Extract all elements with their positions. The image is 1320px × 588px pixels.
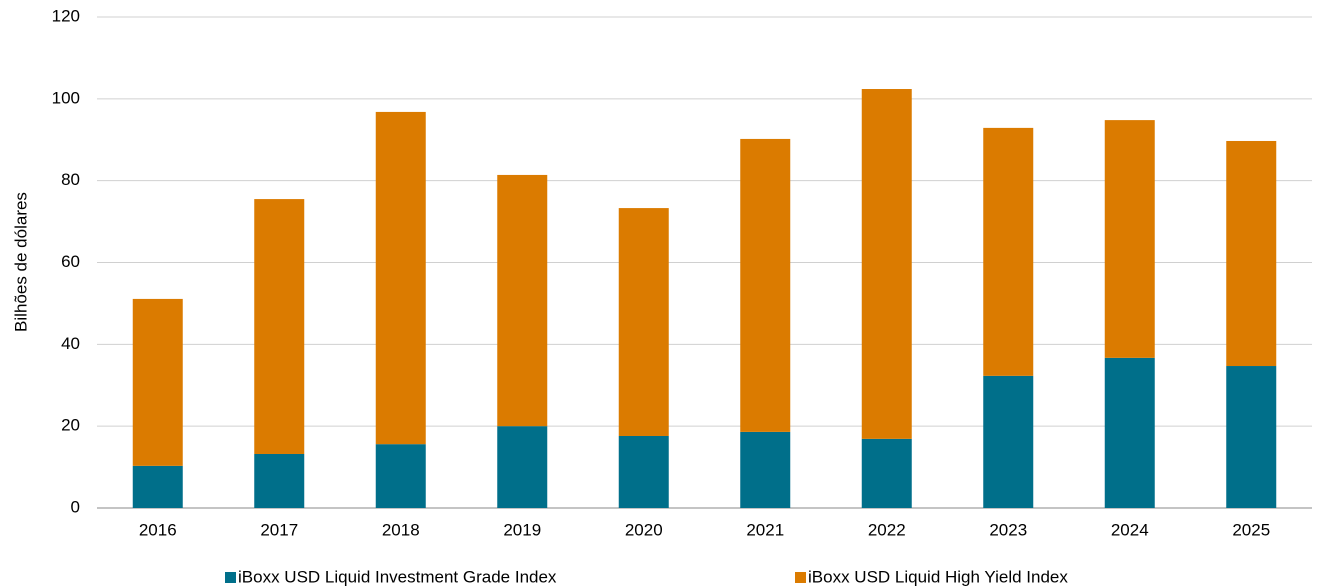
x-tick-label: 2019 (503, 520, 541, 539)
bar-segment (497, 174, 548, 427)
bar-segment (983, 127, 1034, 376)
x-tick-label: 2022 (868, 520, 906, 539)
y-tick-label: 80 (61, 170, 80, 189)
bar-segment (1226, 366, 1277, 508)
x-tick-label: 2025 (1232, 520, 1270, 539)
bar-segment (618, 208, 669, 436)
bar-segment (1104, 120, 1155, 358)
x-tick-label: 2018 (382, 520, 420, 539)
bar-segment (375, 444, 426, 508)
legend-swatch (225, 572, 236, 583)
legend-label: iBoxx USD Liquid High Yield Index (808, 567, 1068, 586)
bar-segment (132, 298, 183, 466)
y-tick-label: 20 (61, 416, 80, 435)
bar-segment (861, 438, 912, 508)
y-tick-label: 60 (61, 252, 80, 271)
x-tick-label: 2024 (1111, 520, 1149, 539)
bar-segment (861, 89, 912, 439)
y-tick-label: 120 (52, 6, 80, 25)
bar-segment (132, 465, 183, 508)
bar-segment (497, 426, 548, 508)
x-tick-label: 2020 (625, 520, 663, 539)
y-tick-label: 0 (71, 497, 80, 516)
x-tick-label: 2016 (139, 520, 177, 539)
bar-segment (254, 453, 305, 508)
x-tick-label: 2017 (260, 520, 298, 539)
bar-segment (1104, 357, 1155, 508)
legend-label: iBoxx USD Liquid Investment Grade Index (238, 567, 557, 586)
y-axis-label: Bilhões de dólares (11, 192, 30, 332)
bar-segment (1226, 140, 1277, 367)
x-tick-label: 2023 (989, 520, 1027, 539)
x-tick-label: 2021 (746, 520, 784, 539)
bar-segment (740, 431, 791, 508)
bar-segment (983, 375, 1034, 508)
y-tick-label: 40 (61, 334, 80, 353)
bar-segment (740, 138, 791, 432)
bar-segment (254, 199, 305, 454)
legend-swatch (795, 572, 806, 583)
bar-segment (375, 111, 426, 445)
bar-segment (618, 435, 669, 508)
y-tick-label: 100 (52, 88, 80, 107)
